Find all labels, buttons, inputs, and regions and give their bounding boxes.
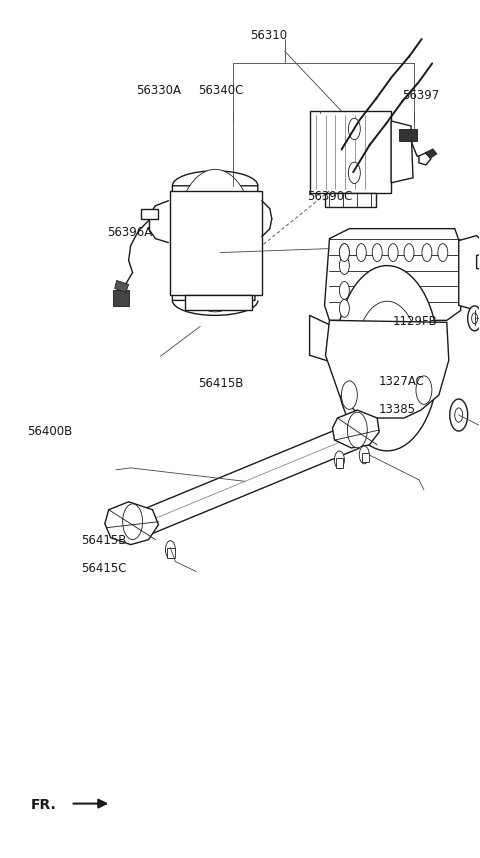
Circle shape bbox=[416, 376, 432, 404]
Circle shape bbox=[348, 412, 367, 448]
Circle shape bbox=[339, 257, 349, 275]
Circle shape bbox=[341, 381, 357, 409]
Circle shape bbox=[339, 281, 349, 299]
Circle shape bbox=[372, 244, 382, 262]
Polygon shape bbox=[115, 281, 129, 293]
Polygon shape bbox=[105, 502, 158, 545]
Circle shape bbox=[455, 408, 463, 422]
Polygon shape bbox=[425, 149, 437, 158]
Text: 56400B: 56400B bbox=[27, 425, 72, 438]
Text: 56415B: 56415B bbox=[198, 377, 243, 390]
Polygon shape bbox=[399, 129, 417, 141]
Circle shape bbox=[355, 301, 419, 415]
Polygon shape bbox=[310, 111, 391, 193]
Text: 13385: 13385 bbox=[378, 403, 415, 416]
Polygon shape bbox=[141, 208, 158, 219]
Circle shape bbox=[348, 162, 360, 184]
Text: 56396A: 56396A bbox=[108, 227, 153, 239]
Circle shape bbox=[422, 244, 432, 262]
Polygon shape bbox=[391, 121, 413, 183]
Polygon shape bbox=[324, 228, 461, 320]
Text: 56330A: 56330A bbox=[136, 84, 181, 97]
Circle shape bbox=[336, 266, 439, 450]
Circle shape bbox=[360, 446, 369, 464]
Text: 56390C: 56390C bbox=[307, 190, 352, 203]
Circle shape bbox=[197, 208, 233, 273]
Text: 56310: 56310 bbox=[250, 29, 287, 42]
Circle shape bbox=[468, 306, 480, 331]
Polygon shape bbox=[336, 458, 343, 468]
Polygon shape bbox=[131, 421, 359, 541]
Circle shape bbox=[123, 504, 143, 540]
Polygon shape bbox=[459, 236, 480, 311]
Polygon shape bbox=[325, 320, 449, 418]
Circle shape bbox=[339, 244, 349, 262]
Circle shape bbox=[175, 169, 255, 311]
Circle shape bbox=[335, 451, 344, 468]
Circle shape bbox=[450, 399, 468, 431]
Circle shape bbox=[472, 313, 478, 323]
Text: 1327AC: 1327AC bbox=[378, 375, 424, 388]
Text: 56340C: 56340C bbox=[198, 84, 243, 97]
Circle shape bbox=[438, 244, 448, 262]
Polygon shape bbox=[172, 186, 258, 300]
Circle shape bbox=[348, 118, 360, 140]
Polygon shape bbox=[170, 190, 262, 295]
Polygon shape bbox=[477, 249, 480, 270]
Circle shape bbox=[356, 244, 366, 262]
Text: 56415B: 56415B bbox=[81, 534, 127, 547]
Polygon shape bbox=[113, 291, 129, 306]
Polygon shape bbox=[185, 295, 252, 311]
Text: FR.: FR. bbox=[31, 798, 57, 813]
Circle shape bbox=[166, 541, 175, 559]
Circle shape bbox=[404, 244, 414, 262]
Polygon shape bbox=[168, 547, 175, 558]
Polygon shape bbox=[419, 153, 431, 165]
Circle shape bbox=[388, 244, 398, 262]
Circle shape bbox=[339, 299, 349, 317]
Polygon shape bbox=[310, 316, 341, 366]
Circle shape bbox=[339, 244, 349, 262]
Text: 1129FB: 1129FB bbox=[393, 315, 437, 328]
Text: 56415C: 56415C bbox=[81, 562, 127, 576]
Text: 56397: 56397 bbox=[402, 89, 440, 102]
Polygon shape bbox=[324, 193, 376, 207]
Polygon shape bbox=[333, 410, 379, 448]
Polygon shape bbox=[362, 453, 369, 462]
